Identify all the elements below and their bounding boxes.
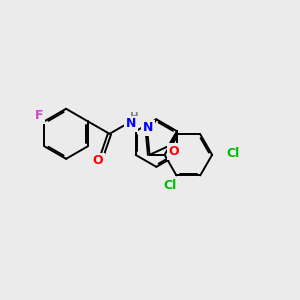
Text: Cl: Cl	[226, 147, 239, 160]
Text: O: O	[168, 145, 179, 158]
Text: N: N	[143, 122, 153, 134]
Text: N: N	[125, 117, 136, 130]
Text: H: H	[130, 112, 139, 122]
Text: O: O	[92, 154, 103, 167]
Text: F: F	[35, 110, 44, 122]
Text: Cl: Cl	[163, 179, 176, 192]
